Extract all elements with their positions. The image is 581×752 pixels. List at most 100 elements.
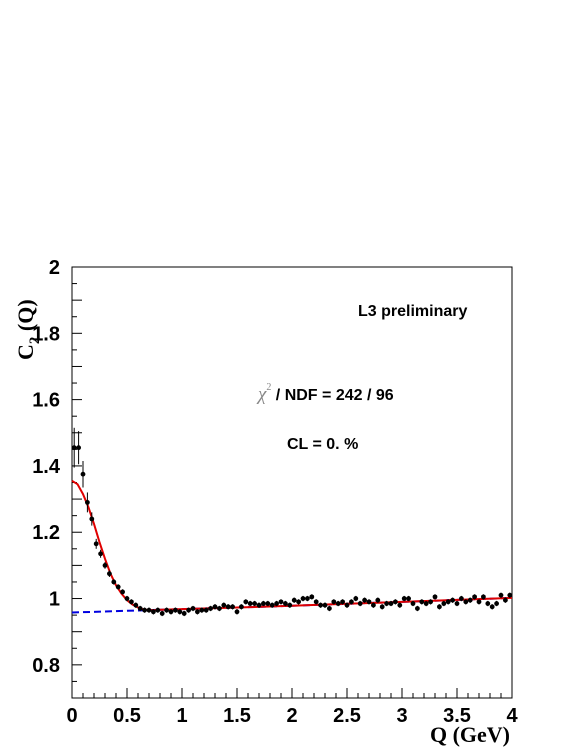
data-point [481, 594, 486, 600]
y-tick-label: 1.6 [32, 390, 60, 412]
data-point [309, 594, 315, 600]
data-point [155, 607, 161, 613]
data-point [120, 589, 125, 595]
data-point [115, 584, 121, 590]
data-point [186, 607, 192, 613]
data-point [243, 599, 249, 605]
plot-frame [71, 266, 513, 699]
data-point [445, 599, 451, 605]
data-point [503, 597, 508, 603]
data-point [463, 599, 469, 605]
data-point [287, 602, 293, 608]
data-point [142, 607, 148, 613]
data-point [353, 596, 359, 601]
data-point [441, 601, 447, 606]
data-point [217, 606, 222, 611]
data-point [247, 601, 253, 606]
data-point [212, 604, 218, 610]
x-axis-title: Q (GeV) [430, 722, 510, 747]
x-tick-label: 3 [396, 705, 407, 727]
data-point [296, 599, 301, 605]
data-point [85, 499, 90, 505]
data-point [107, 571, 112, 577]
data-point [419, 599, 425, 605]
data-point [459, 596, 464, 601]
data-point [415, 606, 420, 611]
data-point [133, 602, 139, 608]
y-axis-title-tail: (Q) [13, 299, 38, 336]
chi2-label: χ2 / NDF = 242 / 96 [256, 382, 394, 405]
y-tick-label: 1 [49, 589, 60, 611]
data-point [111, 579, 117, 585]
y-tick-label: 1.4 [32, 456, 61, 478]
data-point [230, 604, 236, 610]
data-point [305, 596, 310, 601]
data-point [344, 602, 350, 608]
y-tick-label: 0.8 [32, 655, 60, 677]
data-point [269, 602, 275, 608]
data-point [274, 601, 279, 606]
y-tick-label: 1.8 [32, 323, 60, 345]
data-point [102, 562, 108, 568]
data-point [151, 609, 156, 615]
data-point [498, 592, 504, 598]
data-point [173, 607, 178, 613]
x-tick-label: 3.5 [443, 705, 471, 727]
data-point [159, 611, 165, 616]
data-point [357, 601, 363, 606]
data-point [256, 602, 262, 608]
data-point [265, 601, 271, 606]
points-layer [71, 427, 513, 617]
data-point [146, 607, 152, 613]
fit-layer [71, 479, 513, 612]
data-point [340, 599, 345, 605]
data-point [327, 606, 332, 611]
data-point [322, 602, 328, 608]
data-point [432, 594, 438, 600]
data-point [168, 609, 174, 615]
data-point [225, 604, 231, 610]
x-tick-label: 1 [176, 705, 187, 727]
experiment-label: L3 preliminary [358, 303, 467, 320]
data-point [472, 594, 477, 600]
chi-symbol: χ [256, 384, 267, 405]
data-point [93, 541, 99, 547]
data-point [203, 607, 209, 613]
cl-label: CL = 0. % [287, 436, 358, 453]
data-point [291, 597, 297, 603]
data-point [195, 609, 200, 615]
y-ticks: 0.8 1 1.2 1.4 1.6 1.8 2 [32, 257, 82, 699]
x-tick-label: 1.5 [223, 705, 251, 727]
data-point [349, 599, 354, 605]
data-point [384, 601, 389, 606]
data-point [283, 601, 288, 606]
data-point [89, 516, 95, 522]
data-point [437, 604, 442, 610]
data-point [335, 601, 341, 606]
data-point [234, 609, 240, 615]
data-point [252, 601, 257, 606]
data-point [494, 601, 499, 606]
x-tick-label: 0.5 [113, 705, 141, 727]
y-axis-title-main: C [13, 344, 38, 360]
data-point [181, 611, 187, 616]
data-point [124, 596, 130, 601]
data-point [208, 606, 214, 611]
data-point [331, 599, 337, 605]
data-point [388, 601, 394, 606]
data-point [476, 599, 482, 605]
data-point [129, 599, 134, 605]
data-point [239, 604, 244, 610]
data-point [450, 597, 455, 603]
x-tick-label: 2.5 [333, 705, 361, 727]
data-point [371, 602, 376, 608]
data-point [366, 599, 372, 605]
x-tick-label: 4 [506, 705, 518, 727]
x-ticks: 0 0.5 1 1.5 2 2.5 3 3.5 4 [66, 688, 518, 727]
data-point [406, 596, 411, 601]
data-point [199, 607, 205, 613]
data-point [485, 601, 491, 606]
data-point [221, 602, 227, 608]
data-point [177, 609, 183, 615]
